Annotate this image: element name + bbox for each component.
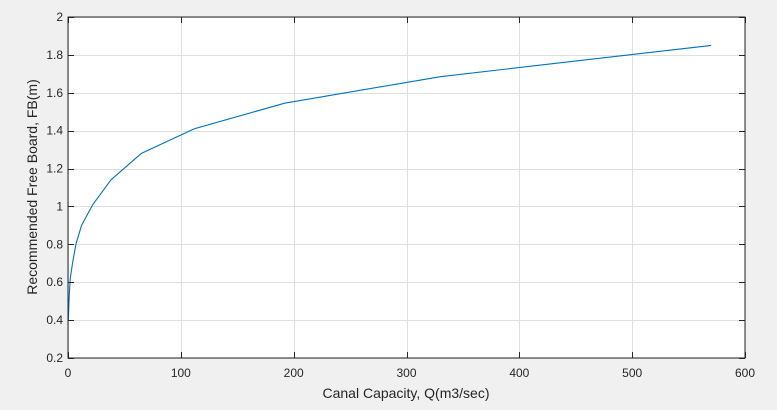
y-tick-label: 1.8: [46, 48, 63, 62]
plot-area: [68, 17, 745, 358]
y-tick-label: 1.6: [46, 86, 63, 100]
series-line: [67, 44, 712, 321]
y-tick-label: 1.2: [46, 162, 63, 176]
x-tick-label: 0: [65, 366, 72, 380]
tick-marks: [68, 17, 746, 359]
y-tick-label: 1.4: [46, 124, 63, 138]
series-layer: [67, 44, 712, 321]
y-tick-label: 0.2: [46, 351, 63, 365]
y-tick-label: 1: [56, 199, 63, 213]
y-tick-label: 0.4: [46, 313, 63, 327]
x-tick-label: 600: [735, 366, 755, 380]
tick-labels: 0 100 200 300 400 500 600 0.2 0.4 0.6 0.8 1 1.2 1.4 1.…: [46, 10, 755, 380]
y-tick-label: 0.8: [46, 237, 63, 251]
y-tick-label: 2: [56, 10, 63, 24]
axes-box: [67, 16, 746, 359]
x-tick-label: 200: [284, 366, 304, 380]
x-axis-label: Canal Capacity, Q(m3/sec): [322, 385, 489, 401]
y-tick-label: 0.6: [46, 275, 63, 289]
x-tick-label: 100: [171, 366, 191, 380]
x-tick-label: 400: [509, 366, 529, 380]
x-tick-label: 300: [396, 366, 416, 380]
x-tick-label: 500: [622, 366, 642, 380]
y-axis-label: Recommended Free Board, FB(m): [24, 79, 40, 295]
